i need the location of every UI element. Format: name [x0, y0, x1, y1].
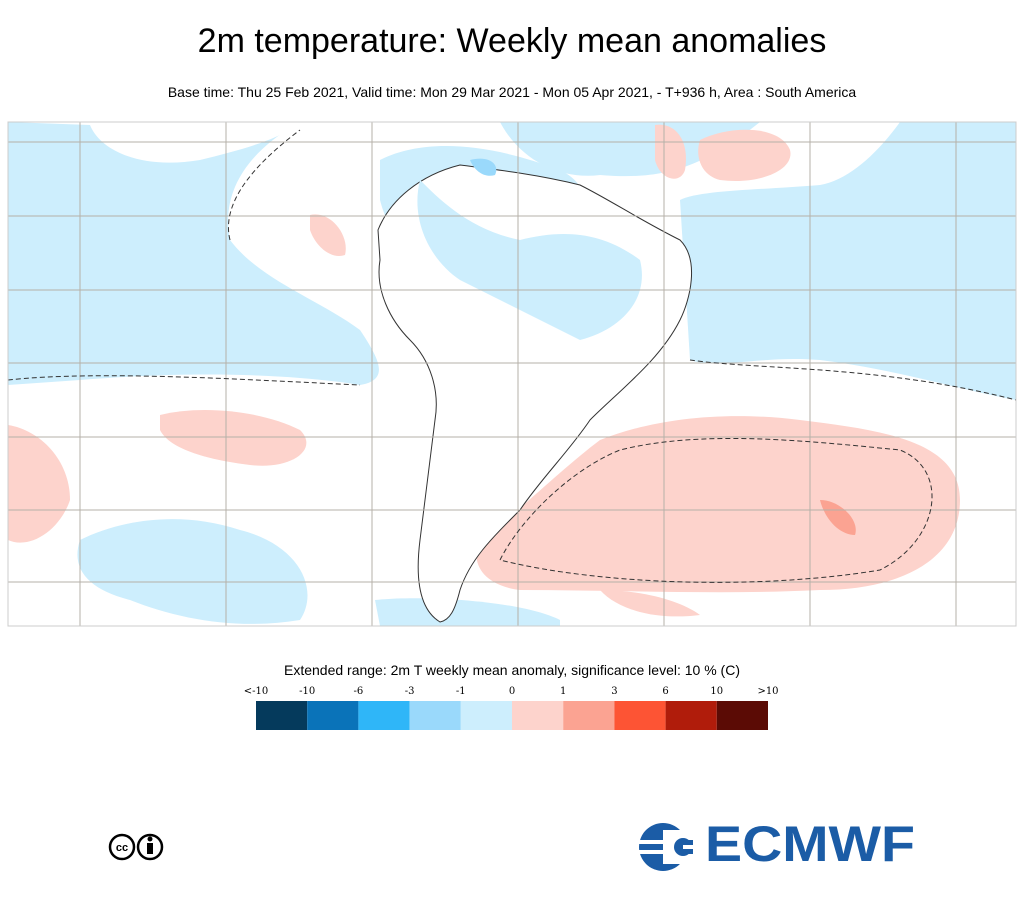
legend-label: 1	[560, 686, 566, 697]
legend-label: 6	[662, 686, 668, 697]
legend-swatch	[358, 701, 410, 730]
legend-label: -3	[405, 686, 415, 697]
legend-label: >10	[757, 686, 778, 697]
legend-swatch	[614, 701, 666, 730]
legend-swatch	[665, 701, 717, 730]
legend-label: <-10	[244, 686, 268, 697]
legend-label: 10	[710, 686, 723, 697]
title: 2m temperature: Weekly mean anomalies	[197, 22, 827, 60]
map	[8, 122, 1016, 626]
legend-swatch	[307, 701, 359, 730]
legend-label: 3	[611, 686, 617, 697]
map-frame	[7, 121, 1017, 627]
legend-swatch	[460, 701, 512, 730]
svg-text:cc: cc	[116, 842, 128, 854]
legend-swatch	[256, 701, 308, 730]
legend-swatch	[512, 701, 564, 730]
legend-label: 0	[509, 686, 515, 697]
legend: <-10 -10 -6 -3 -1 0 1 3 6 10 >10	[244, 686, 779, 730]
legend-label: -6	[354, 686, 364, 697]
logo-symbol	[636, 823, 696, 871]
legend-label: -10	[299, 686, 315, 697]
legend-label: -1	[456, 686, 466, 697]
subtitle: Base time: Thu 25 Feb 2021, Valid time: …	[167, 84, 857, 100]
legend-swatch	[563, 701, 615, 730]
logo-text: ECMWF	[705, 816, 915, 872]
legend-swatch	[409, 701, 461, 730]
cc-icon: cc	[108, 833, 164, 861]
legend-swatch	[716, 701, 768, 730]
legend-title: Extended range: 2m T weekly mean anomaly…	[283, 662, 740, 678]
